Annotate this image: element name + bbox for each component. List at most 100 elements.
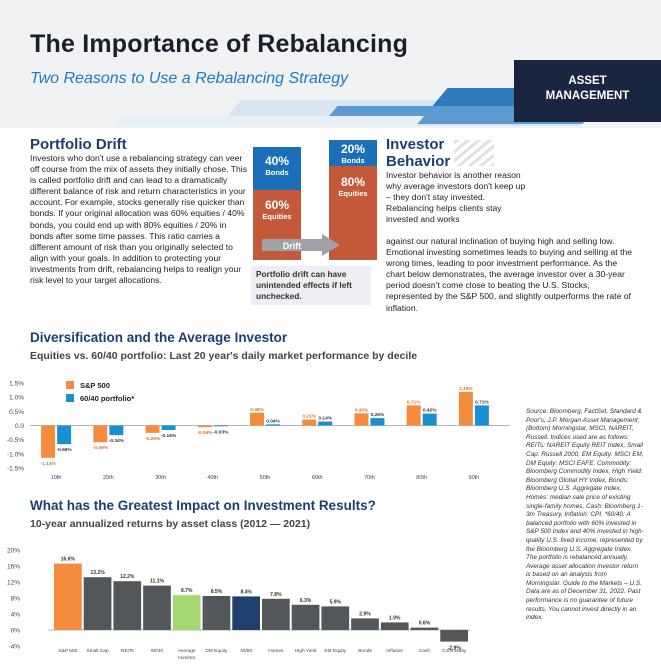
chart-bar [213, 425, 228, 427]
right-bonds-label: Bonds [341, 156, 365, 165]
decile-bar-chart: 1.5% 1.0% 0.5% 0.0 -0.5% -1.0% -1.5% -1.14% -0.6… [7, 381, 510, 481]
chart-bar [266, 424, 280, 426]
tag-line: ASSET [568, 75, 607, 87]
page-title: The Importance of Rebalancing [30, 30, 409, 58]
x-tick-label: 70th [364, 475, 375, 481]
right-equities-percent: 80% [340, 175, 366, 189]
data-label: 2.9% [359, 611, 371, 617]
left-bonds-percent: 40% [264, 154, 290, 168]
chart-bar [380, 622, 409, 630]
chart-bar [83, 577, 112, 630]
data-label: -0.66% [57, 447, 73, 453]
investor-behavior-heading-line: Behavior [386, 153, 451, 170]
drift-arrow: Drift [262, 234, 340, 256]
asset-management-tag: ASSET MANAGEMENT [514, 60, 661, 122]
data-label: 0.71% [475, 399, 489, 405]
x-tick-label: S&P 500 [58, 648, 77, 654]
chart-bar [54, 563, 82, 630]
y-tick-label: 8% [11, 596, 21, 603]
y-tick-label: 0.5% [9, 409, 24, 416]
right-bonds-percent: 20% [340, 142, 366, 156]
data-label: -1.14% [41, 461, 57, 467]
data-label: 0.04% [266, 418, 280, 424]
chart-bar [202, 596, 231, 630]
portfolio-drift-heading: Portfolio Drift [30, 136, 127, 153]
chart-bar [318, 421, 333, 426]
investor-behavior-heading-line: Investor [386, 136, 445, 153]
asset-class-bar-chart: 20% 16% 12% 8% 4% 0% -4% 16.6% S&P 500 13.2% Small… [7, 548, 470, 661]
data-label: 7.8% [270, 592, 282, 598]
legend-label: 60/40 portfolio* [80, 394, 134, 403]
data-label: 0.21% [302, 414, 316, 420]
chart-bar [161, 425, 176, 431]
legend-swatch [66, 381, 74, 389]
data-label: 5.9% [330, 599, 342, 605]
x-tick-label: 90th [469, 475, 480, 481]
data-label: 0.6% [419, 621, 431, 627]
chart-bar [197, 425, 212, 428]
data-label: 16.6% [61, 557, 76, 563]
x-tick-label: Bonds [358, 648, 372, 654]
drift-arrow-label: Drift [283, 241, 302, 251]
chart-bar [250, 412, 264, 426]
page-subtitle: Two Reasons to Use a Rebalancing Strateg… [30, 70, 349, 87]
y-tick-label: 0% [11, 628, 21, 635]
banner-stripe [115, 116, 425, 126]
x-tick-label: DM Equity [205, 648, 228, 654]
y-tick-label: 0.0 [15, 423, 24, 430]
x-tick-label: Investor [178, 655, 195, 661]
data-label: 8.4% [240, 589, 252, 595]
right-equities-label: Equities [338, 189, 368, 198]
data-label: -0.59% [93, 445, 109, 451]
chart-bar [232, 596, 260, 630]
y-tick-label: -1.0% [7, 451, 24, 458]
chart-bar [143, 585, 171, 630]
drift-callout: Portfolio drift can have unintended effe… [251, 266, 371, 305]
data-label: -0.26% [145, 436, 161, 442]
source-note: Source: Bloomberg, FactSet, Standard & P… [526, 408, 644, 622]
data-label: 0.45% [250, 407, 264, 413]
x-tick-label: EM Equity [324, 648, 346, 654]
investor-behavior-heading: Investor Behavior [386, 136, 450, 170]
x-tick-label: 40/60 [240, 648, 252, 654]
x-tick-label: 80th [416, 475, 427, 481]
chart-bar [321, 606, 350, 630]
data-label: 0.26% [371, 412, 385, 418]
chart-bar [354, 413, 369, 426]
y-tick-label: 12% [7, 580, 20, 587]
chart-bar [57, 425, 72, 445]
chart-bar [458, 391, 473, 426]
chart-bar [302, 419, 317, 426]
y-tick-label: 1.5% [9, 381, 24, 388]
y-tick-label: 16% [7, 564, 20, 571]
chart-bar [172, 595, 201, 630]
x-tick-label: REITs [121, 648, 134, 654]
legend-swatch [66, 394, 74, 402]
tag-line: MANAGEMENT [545, 90, 630, 102]
x-tick-label: Small Cap [87, 648, 109, 654]
chart-bar [145, 425, 160, 433]
data-label: 8.7% [181, 588, 193, 594]
chart-bar [406, 405, 421, 426]
chart-bar [41, 425, 56, 458]
data-label: 6.3% [300, 598, 312, 604]
left-equities-label: Equities [262, 212, 292, 221]
chart1-title: Diversification and the Average Investor [30, 330, 288, 345]
x-tick-label: Inflation [386, 648, 403, 654]
chart-bar [262, 598, 290, 630]
chart-bar [440, 630, 468, 642]
data-label: 0.42% [423, 408, 437, 414]
left-bonds-box: 40% Bonds [253, 147, 301, 190]
y-tick-label: -0.5% [7, 437, 24, 444]
chart-bar [422, 413, 437, 426]
legend-label: S&P 500 [80, 381, 110, 390]
investor-behavior-text-continued: against our natural inclination of buyin… [386, 236, 633, 313]
x-tick-label: Cash [419, 648, 431, 654]
x-tick-label: 10th [51, 475, 62, 481]
y-tick-label: -4% [8, 644, 20, 651]
x-tick-label: Average [178, 648, 196, 654]
x-tick-label: Homes [268, 648, 284, 654]
data-label: -0.16% [161, 433, 177, 439]
data-label: 0.14% [318, 416, 332, 422]
x-tick-label: 20th [103, 475, 114, 481]
